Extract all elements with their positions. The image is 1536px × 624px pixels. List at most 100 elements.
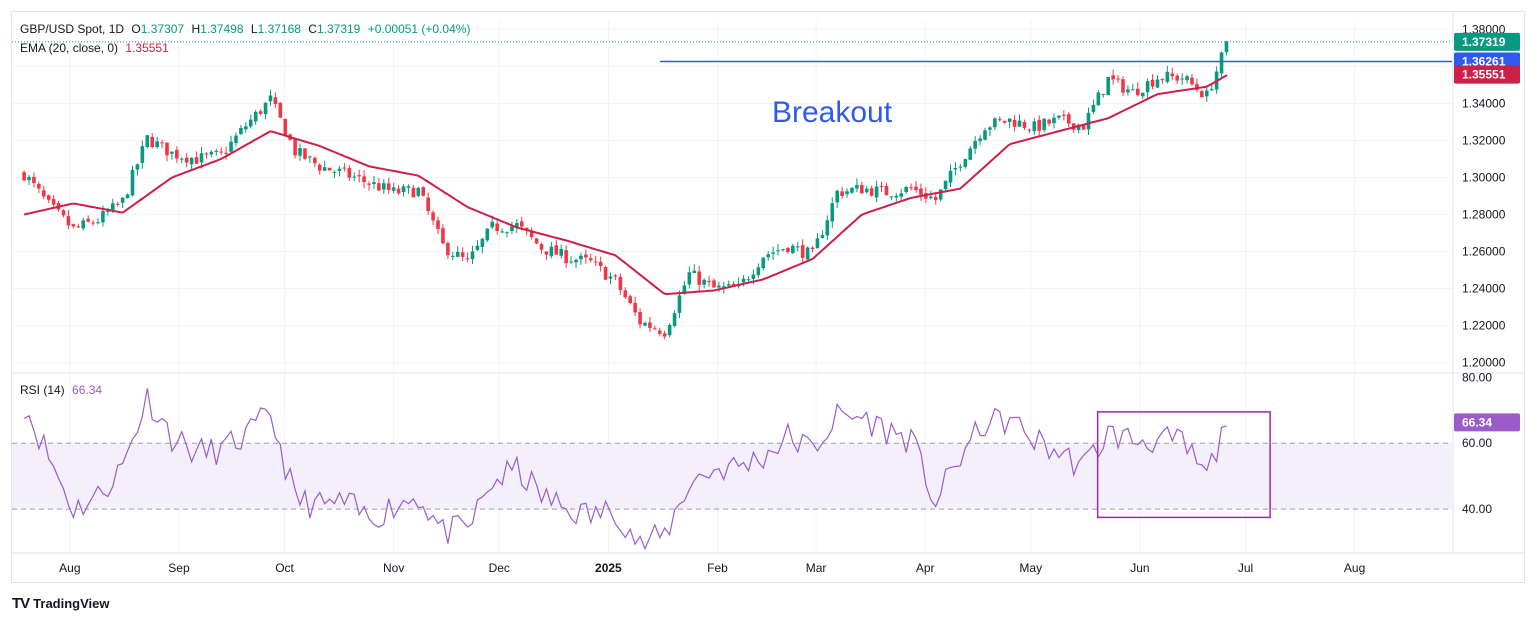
candle-up [1007, 118, 1012, 122]
candle-up [401, 186, 406, 193]
candle-down [283, 118, 288, 137]
candle-up [904, 186, 908, 193]
candle-down [317, 164, 322, 171]
candle-up [899, 193, 904, 197]
price-tick-label: 1.24000 [1462, 282, 1506, 296]
candle-down [657, 330, 662, 334]
chart-canvas[interactable]: 1.20000 1.22000 1.24000 1.26000 1.28000 1.300… [0, 0, 1536, 590]
candle-up [1209, 89, 1214, 91]
candle-down [51, 199, 56, 205]
price-tick-label: 1.32000 [1462, 133, 1506, 147]
candle-up [179, 158, 184, 160]
candle-down [446, 242, 450, 256]
candle-up [1057, 115, 1061, 118]
candle-down [1121, 79, 1125, 93]
candle-down [431, 212, 435, 221]
candle-up [643, 322, 647, 326]
candle-up [1101, 93, 1106, 95]
price-tick-label: 1.38000 [1462, 22, 1506, 36]
time-tick-label: Jul [1238, 561, 1253, 575]
candle-up [756, 267, 761, 276]
candle-down [313, 157, 317, 164]
candle-up [500, 231, 504, 233]
candle-up [1140, 92, 1145, 97]
candle-down [653, 328, 657, 330]
candle-up [1185, 76, 1189, 81]
candle-up [692, 270, 697, 273]
candle-up [717, 285, 721, 288]
candle-down [342, 167, 347, 169]
rsi-legend: RSI (14) 66.34 [20, 382, 106, 398]
candle-up [889, 196, 894, 198]
candle-up [189, 157, 194, 165]
chart-frame[interactable] [11, 11, 1525, 583]
candle-down [919, 188, 923, 195]
candle-up [1165, 71, 1170, 82]
candle-up [253, 111, 258, 122]
candle-up [406, 186, 411, 188]
breakout-label: Breakout [772, 96, 893, 129]
candle-down [22, 172, 26, 181]
candle-up [455, 251, 460, 257]
candle-down [436, 220, 440, 230]
tradingview-brand[interactable]: TV TradingView [12, 595, 110, 612]
candle-up [96, 222, 100, 224]
candle-down [76, 226, 81, 228]
candle-down [879, 185, 884, 187]
price-tick-label: 1.22000 [1462, 319, 1506, 333]
candle-up [726, 284, 731, 286]
close-price-badge: 1.37319 [1454, 32, 1520, 51]
candle-up [1017, 120, 1022, 127]
time-tick-label: Dec [489, 561, 510, 575]
candle-up [382, 183, 386, 190]
close-price-badge-bg [1454, 32, 1520, 51]
candle-up [120, 197, 125, 203]
rsi-band [12, 443, 1452, 510]
candle-up [574, 259, 578, 263]
rsi-highlight-box [1096, 411, 1271, 519]
candle-down [1160, 78, 1165, 81]
candle-down [396, 188, 401, 194]
time-tick-label: Sep [168, 561, 190, 575]
candle-up [485, 228, 490, 241]
candle-down [327, 167, 332, 171]
candle-down [588, 258, 593, 261]
candle-up [855, 184, 859, 189]
candle-up [963, 159, 968, 167]
symbol-label: GBP/USD Spot, 1D [20, 22, 125, 36]
candle-down [495, 223, 499, 232]
price-tick-label: 1.28000 [1462, 208, 1506, 222]
candle-down [86, 218, 90, 222]
candle-down [618, 276, 623, 290]
low-value: 1.37168 [257, 22, 301, 36]
candle-down [460, 252, 465, 257]
candle-down [160, 142, 164, 144]
candle-up [702, 279, 706, 285]
candle-up [746, 279, 751, 281]
candle-up [988, 127, 992, 130]
candle-down [1066, 114, 1071, 124]
candle-up [145, 135, 150, 148]
candle-down [1047, 119, 1051, 124]
candle-up [874, 186, 879, 198]
candle-up [958, 166, 963, 168]
candle-up [929, 196, 933, 199]
candle-up [761, 257, 766, 269]
candle-down [662, 333, 667, 337]
candle-down [367, 183, 371, 185]
candle-down [224, 152, 228, 154]
candle-up [993, 118, 997, 128]
candle-up [1126, 89, 1130, 93]
candle-down [1037, 119, 1042, 131]
rsi-value: 66.34 [72, 383, 103, 397]
price-tick-label: 1.34000 [1462, 96, 1506, 110]
candle-down [441, 228, 445, 244]
rsi-tick-label: 40.00 [1462, 502, 1492, 516]
candle-up [559, 248, 564, 256]
candle-down [648, 322, 652, 328]
candle-down [204, 153, 209, 155]
candle-up [677, 295, 682, 313]
candle-down [909, 187, 913, 189]
candle-down [61, 210, 66, 216]
candle-down [1150, 79, 1155, 87]
